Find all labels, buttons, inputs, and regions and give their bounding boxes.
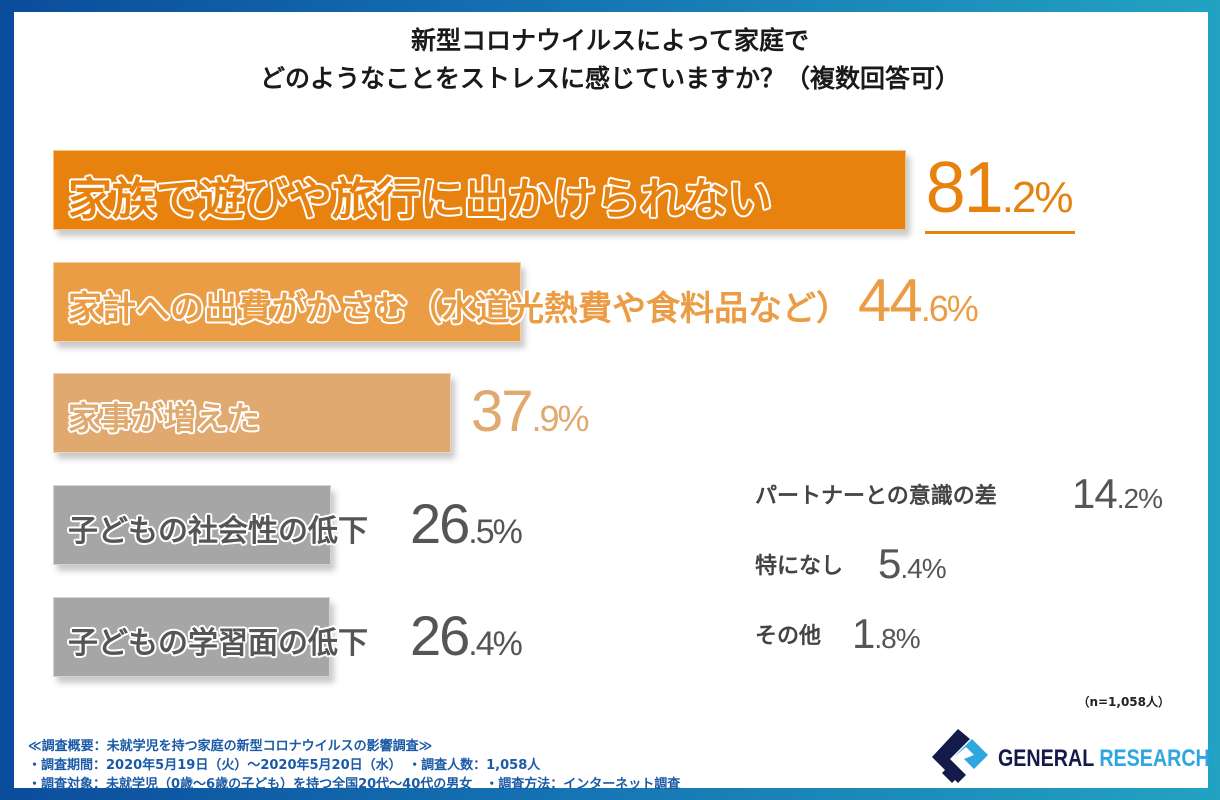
footer-line-1: ・調査期間：2020年5月19日（火）～2020年5月20日（水） ・調査人数：… — [28, 758, 541, 773]
bar-2 — [53, 262, 522, 342]
bar-label-4: 子どもの社会性の低下 — [68, 514, 368, 550]
bar-5 — [53, 597, 331, 677]
value-label-5: 26.4% — [410, 603, 523, 668]
side-item-value-1: 14.2% — [1072, 470, 1163, 518]
side-item-value-3-decimal: .8% — [874, 623, 920, 654]
value-label-3-decimal: .9% — [531, 398, 589, 440]
value-label-3: 37.9% — [470, 378, 590, 445]
footer-line-2: ・調査対象：未就学児（0歳～6歳の子ども）を持つ全国20代～40代の男女 ・調査… — [28, 777, 681, 792]
side-item-value-3-integer: 1 — [852, 610, 875, 657]
bar-label-3: 家事が増えた — [68, 399, 261, 438]
bar-1 — [53, 150, 906, 230]
title-line-1: 新型コロナウイルスによって家庭で — [410, 26, 809, 55]
footer-heading: ≪調査概要：未就学児を持つ家庭の新型コロナウイルスの影響調査≫ — [28, 739, 433, 754]
side-item-value-1-decimal: .2% — [1116, 483, 1163, 514]
value-label-5-integer: 26 — [410, 604, 470, 668]
logo-word-research: RESEARCH — [1099, 745, 1210, 772]
bar-4 — [53, 485, 332, 565]
bar-label-5: 子どもの学習面の低下 — [68, 626, 368, 662]
side-item-label-1: パートナーとの意識の差 — [755, 484, 997, 509]
side-item-label-2: 特になし — [755, 554, 844, 579]
value-label-5-decimal: .4% — [468, 625, 523, 664]
value-label-2: 44.6% — [858, 266, 979, 335]
side-item-value-2-integer: 5 — [878, 540, 901, 587]
sample-size: （n=1,058人） — [1077, 695, 1170, 709]
side-item-value-3: 1.8% — [852, 610, 921, 658]
value-label-1: 81.2% — [925, 147, 1074, 229]
logo-word-general: GENERAL — [998, 745, 1094, 772]
value-label-2-decimal: .6% — [920, 288, 979, 329]
side-item-value-1-integer: 14 — [1072, 470, 1118, 517]
side-item-label-3: その他 — [755, 624, 822, 649]
value-label-1-decimal: .2% — [1001, 172, 1074, 222]
value-label-2-integer: 44 — [858, 267, 923, 334]
logo-mark-icon — [932, 729, 988, 783]
value-label-1-integer: 81 — [925, 147, 1004, 228]
bar-label-1: 家族で遊びや旅行に出かけられない — [68, 173, 772, 225]
side-item-value-2-decimal: .4% — [900, 553, 946, 584]
logo-text: GENERAL RESEARCH — [998, 745, 1210, 773]
bar-label-2: 家計への出費がかさむ（水道光熱費や食料品など） — [68, 288, 850, 329]
general-research-logo: GENERAL RESEARCH — [928, 727, 1210, 787]
value-label-4: 26.5% — [410, 491, 523, 556]
value-label-4-decimal: .5% — [468, 513, 523, 552]
chart-title: 新型コロナウイルスによって家庭で どのようなことをストレスに感じていますか？（複… — [0, 22, 1220, 98]
bar-3 — [53, 373, 451, 453]
side-item-value-2: 5.4% — [878, 540, 947, 588]
top-value-underline — [925, 231, 1075, 234]
value-label-4-integer: 26 — [410, 492, 470, 556]
title-line-2: どのようなことをストレスに感じていますか？（複数回答可） — [259, 64, 960, 93]
value-label-3-integer: 37 — [470, 379, 533, 445]
